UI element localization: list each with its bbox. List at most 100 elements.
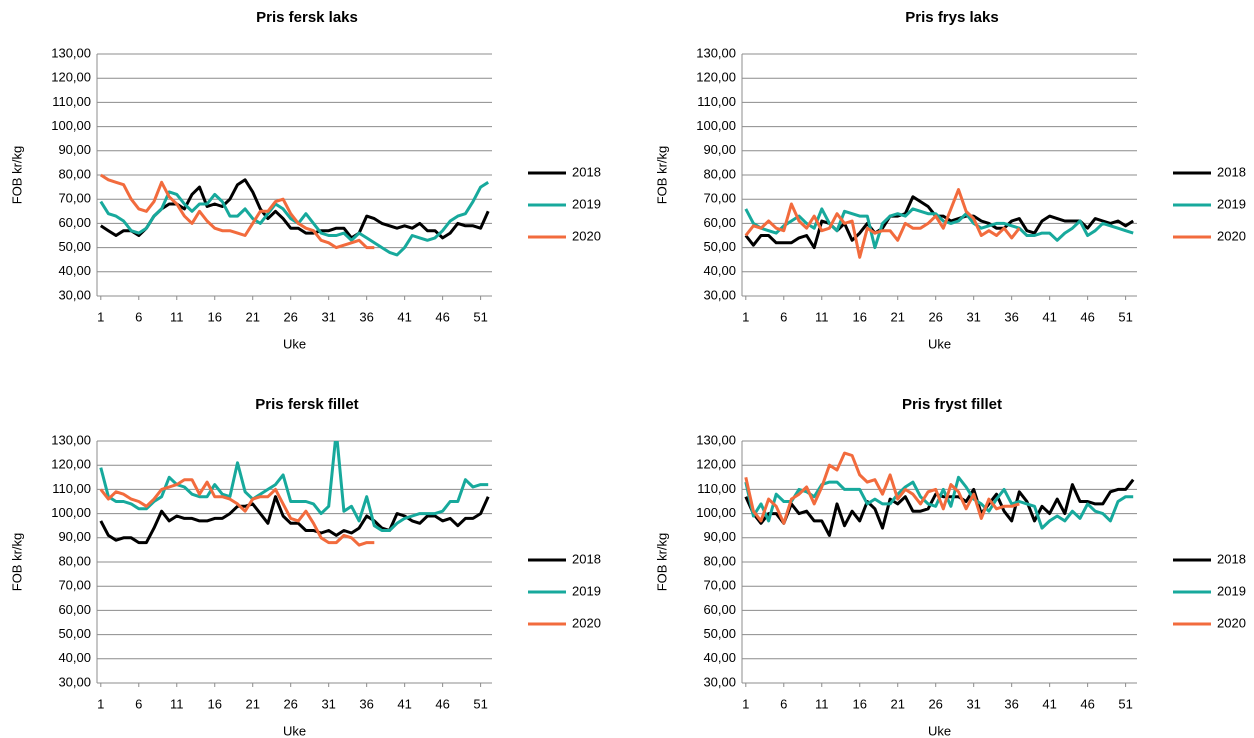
legend-label: 2020: [1217, 228, 1246, 243]
y-tick-label: 40,00: [58, 263, 91, 278]
x-tick-label: 11: [170, 309, 184, 324]
chart-title: Pris frys laks: [905, 9, 998, 26]
y-tick-label: 40,00: [58, 650, 91, 665]
y-tick-label: 110,00: [52, 94, 91, 109]
x-tick-label: 26: [928, 309, 942, 324]
x-tick-label: 21: [245, 309, 259, 324]
x-tick-label: 16: [853, 696, 867, 711]
x-tick-label: 46: [1080, 696, 1094, 711]
y-tick-label: 30,00: [703, 674, 736, 689]
y-tick-label: 130,00: [696, 432, 736, 447]
y-tick-label: 130,00: [696, 45, 736, 60]
y-tick-label: 30,00: [703, 287, 736, 302]
legend-label: 2018: [1217, 164, 1246, 179]
legend-label: 2019: [1217, 196, 1246, 211]
x-tick-label: 16: [208, 309, 222, 324]
x-tick-label: 31: [966, 696, 980, 711]
y-tick-label: 60,00: [58, 602, 91, 617]
x-tick-label: 31: [321, 309, 335, 324]
chart-title: Pris fersk laks: [256, 9, 358, 26]
x-tick-label: 26: [928, 696, 942, 711]
legend-label: 2019: [572, 583, 601, 598]
series-line: [744, 207, 1134, 250]
x-tick-label: 41: [397, 309, 411, 324]
y-tick-label: 130,00: [51, 432, 91, 447]
plot-area: [99, 173, 490, 257]
y-tick-label: 70,00: [58, 578, 91, 593]
x-axis-label: Uke: [283, 336, 306, 351]
y-tick-label: 40,00: [703, 263, 736, 278]
plot-area: [99, 441, 490, 547]
x-tick-label: 51: [1118, 309, 1132, 324]
x-tick-label: 11: [170, 696, 184, 711]
legend-label: 2018: [572, 551, 601, 566]
x-tick-label: 46: [435, 696, 449, 711]
y-tick-label: 130,00: [51, 45, 91, 60]
y-tick-label: 110,00: [697, 94, 736, 109]
y-tick-label: 100,00: [51, 505, 91, 520]
x-tick-label: 6: [135, 696, 142, 711]
x-tick-label: 46: [1080, 309, 1094, 324]
y-axis-label: FOB kr/kg: [9, 533, 24, 592]
y-tick-label: 50,00: [58, 626, 91, 641]
x-tick-label: 36: [359, 696, 373, 711]
x-tick-label: 26: [283, 309, 297, 324]
y-tick-label: 80,00: [703, 166, 736, 181]
series-line: [744, 451, 1020, 525]
x-tick-label: 26: [283, 696, 297, 711]
series-line: [99, 181, 490, 257]
x-tick-label: 41: [1042, 309, 1056, 324]
x-tick-label: 51: [473, 309, 487, 324]
y-tick-label: 30,00: [58, 674, 91, 689]
y-tick-label: 50,00: [703, 626, 736, 641]
x-tick-label: 11: [815, 696, 829, 711]
x-tick-label: 21: [245, 696, 259, 711]
chart-title: Pris fryst fillet: [902, 396, 1002, 413]
y-tick-label: 80,00: [58, 166, 91, 181]
legend-label: 2020: [1217, 615, 1246, 630]
series-line: [99, 173, 375, 250]
y-tick-label: 30,00: [58, 287, 91, 302]
legend-label: 2019: [572, 196, 601, 211]
y-tick-label: 110,00: [52, 481, 91, 496]
y-axis-label: FOB kr/kg: [654, 146, 669, 205]
legend-label: 2018: [572, 164, 601, 179]
x-tick-label: 51: [473, 696, 487, 711]
legend-label: 2020: [572, 228, 601, 243]
x-tick-label: 1: [97, 696, 104, 711]
x-tick-label: 16: [853, 309, 867, 324]
y-tick-label: 120,00: [696, 70, 736, 85]
chart-title: Pris fersk fillet: [255, 396, 358, 413]
legend-label: 2019: [1217, 583, 1246, 598]
x-tick-label: 31: [321, 696, 335, 711]
x-tick-label: 51: [1118, 696, 1132, 711]
x-tick-label: 6: [135, 309, 142, 324]
x-tick-label: 36: [359, 309, 373, 324]
x-tick-label: 46: [435, 309, 449, 324]
x-tick-label: 31: [966, 309, 980, 324]
plot-area: [744, 188, 1135, 259]
x-tick-label: 36: [1004, 309, 1018, 324]
y-tick-label: 60,00: [58, 215, 91, 230]
series-line: [99, 478, 375, 547]
x-tick-label: 6: [780, 696, 787, 711]
y-tick-label: 110,00: [697, 481, 736, 496]
x-tick-label: 6: [780, 309, 787, 324]
y-tick-label: 70,00: [703, 191, 736, 206]
x-tick-label: 1: [742, 696, 749, 711]
y-tick-label: 100,00: [696, 118, 736, 133]
y-tick-label: 90,00: [58, 142, 91, 157]
y-tick-label: 100,00: [51, 118, 91, 133]
x-tick-label: 36: [1004, 696, 1018, 711]
y-axis-label: FOB kr/kg: [9, 146, 24, 205]
y-tick-label: 120,00: [696, 457, 736, 472]
x-tick-label: 21: [890, 696, 904, 711]
y-tick-label: 50,00: [703, 239, 736, 254]
y-tick-label: 70,00: [58, 191, 91, 206]
y-axis-label: FOB kr/kg: [654, 533, 669, 592]
x-axis-label: Uke: [928, 336, 951, 351]
series-line: [99, 178, 490, 240]
x-tick-label: 21: [890, 309, 904, 324]
